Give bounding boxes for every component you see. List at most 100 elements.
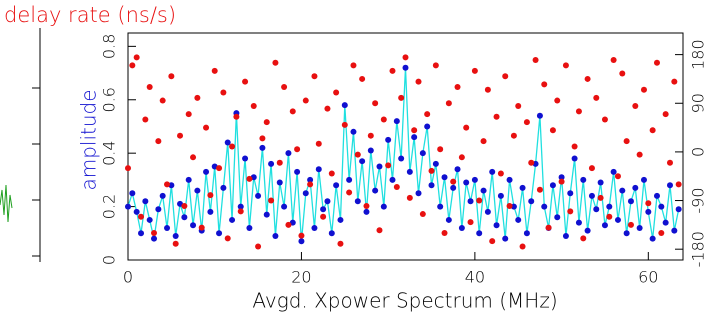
y2-tick-label: 90 xyxy=(689,93,708,113)
phase-point xyxy=(545,224,552,231)
amplitude-point xyxy=(493,222,500,229)
phase-point xyxy=(623,138,630,145)
phase-point xyxy=(250,102,257,109)
phase-point xyxy=(571,143,578,150)
x-tick-label: 40 xyxy=(465,268,485,287)
amplitude-point xyxy=(307,176,314,183)
phase-point xyxy=(272,59,279,66)
amplitude-point xyxy=(558,174,565,181)
amplitude-point xyxy=(320,206,327,213)
amplitude-point xyxy=(515,216,522,223)
amplitude-point xyxy=(337,216,344,223)
phase-point xyxy=(441,229,448,236)
amplitude-point xyxy=(207,208,214,215)
amplitude-point xyxy=(636,224,643,231)
amplitude-point xyxy=(411,134,418,141)
amplitude-point xyxy=(315,166,322,173)
amplitude-point xyxy=(623,230,630,237)
x-axis-label: Avgd. Xpower Spectrum (MHz) xyxy=(252,289,557,313)
phase-point xyxy=(190,154,197,161)
amplitude-point xyxy=(671,227,678,234)
amplitude-point xyxy=(333,182,340,189)
amplitude-point xyxy=(666,182,673,189)
phase-point xyxy=(138,213,145,220)
phase-point xyxy=(164,181,171,188)
phase-point xyxy=(541,81,548,88)
amplitude-point xyxy=(276,179,283,186)
amplitude-point xyxy=(541,203,548,210)
phase-point xyxy=(419,211,426,218)
x-tick-label: 0 xyxy=(123,268,133,287)
phase-point xyxy=(268,197,275,204)
phase-point xyxy=(367,132,374,139)
phase-point xyxy=(307,181,314,188)
amplitude-point xyxy=(467,198,474,205)
y-axis-label: amplitude xyxy=(77,89,101,190)
phase-point xyxy=(198,224,205,231)
y2-tick-label: 0 xyxy=(689,147,708,157)
amplitude-point xyxy=(133,208,140,215)
phase-point xyxy=(207,192,214,199)
phase-point xyxy=(645,200,652,207)
amplitude-point xyxy=(502,235,509,242)
phase-point xyxy=(671,78,678,85)
amplitude-point xyxy=(406,168,413,175)
phase-point xyxy=(359,75,366,82)
phase-point xyxy=(172,240,179,247)
amplitude-point xyxy=(259,144,266,151)
amplitude-point xyxy=(554,214,561,221)
amplitude-point xyxy=(328,230,335,237)
phase-point xyxy=(168,73,175,80)
amplitude-point xyxy=(575,219,582,226)
phase-point xyxy=(614,173,621,180)
amplitude-point xyxy=(181,214,188,221)
phase-point xyxy=(424,111,431,118)
phase-point xyxy=(480,138,487,145)
phase-point xyxy=(428,167,435,174)
y2-tick-label: 180 xyxy=(689,39,708,70)
phase-point xyxy=(432,62,439,69)
x-tick-label: 60 xyxy=(638,268,658,287)
phase-point xyxy=(558,178,565,185)
phase-point xyxy=(263,119,270,126)
amplitude-point xyxy=(220,184,227,191)
amplitude-point xyxy=(606,203,613,210)
amplitude-point xyxy=(428,182,435,189)
phase-point xyxy=(194,94,201,101)
amplitude-point xyxy=(268,160,275,167)
amplitude-point xyxy=(285,150,292,157)
amplitude-point xyxy=(393,118,400,125)
phase-point xyxy=(493,113,500,120)
amplitude-point xyxy=(640,176,647,183)
phase-point xyxy=(259,135,266,142)
amplitude-point xyxy=(562,232,569,239)
phase-point xyxy=(666,159,673,166)
phase-point xyxy=(281,84,288,91)
phase-point xyxy=(497,170,504,177)
phase-point xyxy=(129,62,136,69)
y-tick-label: 0 xyxy=(100,255,119,265)
amplitude-point xyxy=(367,147,374,154)
phase-point xyxy=(662,111,669,118)
phase-point xyxy=(185,111,192,118)
phase-point xyxy=(181,202,188,209)
phase-point xyxy=(584,75,591,82)
phase-point xyxy=(363,202,370,209)
phase-point xyxy=(276,159,283,166)
phase-point xyxy=(211,67,218,74)
phase-point xyxy=(220,89,227,96)
phase-point xyxy=(632,102,639,109)
amplitude-point xyxy=(627,198,634,205)
phase-point xyxy=(133,54,140,61)
amplitude-point xyxy=(302,190,309,197)
amplitude-point xyxy=(523,230,530,237)
amplitude-point xyxy=(354,198,361,205)
amplitude-point xyxy=(281,203,288,210)
amplitude-point xyxy=(463,179,470,186)
phase-point xyxy=(454,84,461,91)
amplitude-point xyxy=(675,206,682,213)
amplitude-point xyxy=(216,230,223,237)
amplitude-point xyxy=(601,222,608,229)
phase-point xyxy=(471,67,478,74)
